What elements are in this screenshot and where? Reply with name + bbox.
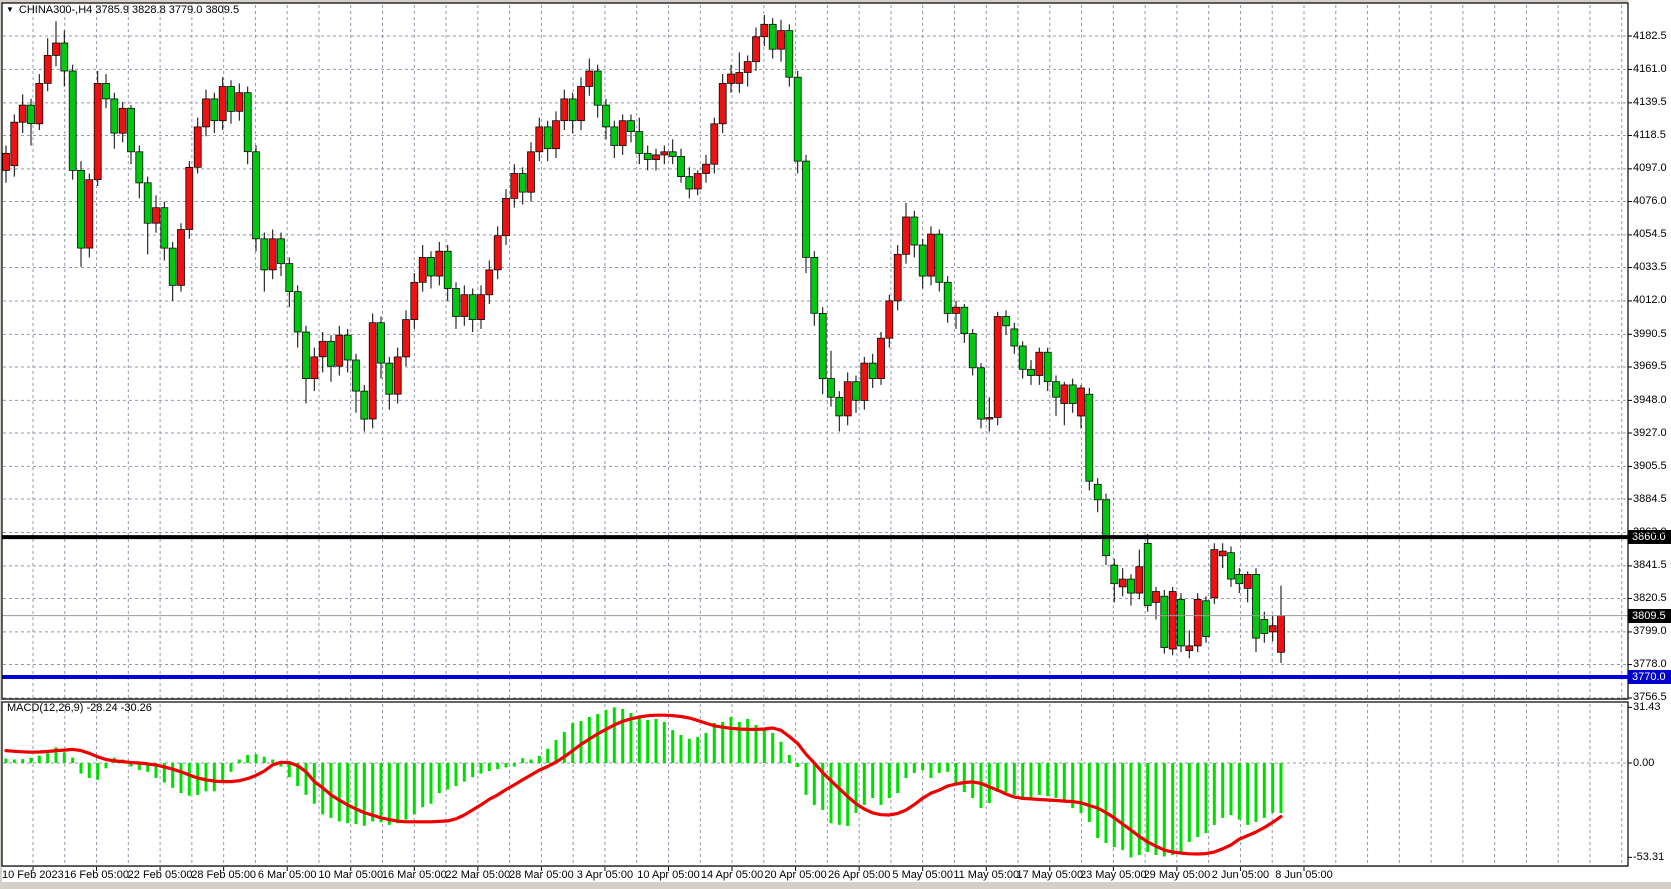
time-tick-label: 10 Feb 2023 — [2, 869, 64, 881]
price-tick-label: 3969.5 — [1633, 360, 1667, 373]
macd-tick-label: 31.43 — [1633, 700, 1661, 713]
time-tick-label: 28 Feb 05:00 — [191, 869, 257, 881]
macd-signal-line — [4, 713, 1283, 856]
time-tick-label: 2 Jun 05:00 — [1211, 869, 1270, 881]
price-tick-label: 4033.5 — [1633, 261, 1667, 274]
time-tick-label: 16 Feb 05:00 — [64, 869, 129, 881]
time-tick-label: 29 May 05:00 — [1143, 869, 1211, 881]
time-tick-label: 14 Apr 05:00 — [700, 869, 764, 881]
price-tick-label: 4139.5 — [1633, 96, 1667, 109]
price-tick-label: 3820.5 — [1633, 592, 1667, 604]
time-tick-label: 8 Jun 05:00 — [1275, 869, 1333, 881]
candles — [2, 15, 1285, 663]
time-tick-label: 23 May 05:00 — [1080, 869, 1147, 881]
time-tick-label: 26 Apr 05:00 — [827, 869, 891, 881]
price-tick-label: 3927.0 — [1633, 426, 1667, 439]
price-tick-label: 3990.5 — [1633, 327, 1667, 340]
time-scale-axis[interactable]: 10 Feb 2023 16 Feb 05:00 22 Feb 05:00 28 Fe… — [0, 866, 1628, 883]
time-tick-label: 10 Mar 05:00 — [318, 869, 384, 881]
price-tick-label: 4182.5 — [1633, 29, 1667, 42]
price-tick-label: 3863.0 — [1633, 525, 1667, 538]
time-tick-label: 20 Apr 05:00 — [764, 869, 827, 881]
price-tick-label: 3905.5 — [1633, 459, 1667, 472]
time-tick-label: 16 Mar 05:00 — [381, 869, 447, 881]
macd-tick-label: 0.00 — [1633, 756, 1655, 769]
price-tick-label: 4076.0 — [1633, 194, 1667, 207]
price-tick-label: 4161.0 — [1633, 62, 1667, 75]
price-tick-label: 4118.5 — [1633, 128, 1666, 141]
price-scale-axis[interactable]: 3860.0 3809.5 3770.0 4182.5 4161.0 4139.5 4… — [1628, 0, 1671, 882]
time-tick-label: 3 Apr 05:00 — [576, 869, 634, 881]
chart-title[interactable]: ▼ CHINA300-,H4 3785.9 3828.8 3779.0 3809.… — [6, 4, 239, 16]
time-tick-label: 6 Mar 05:00 — [257, 869, 317, 881]
time-tick-label: 22 Mar 05:00 — [445, 869, 511, 881]
time-tick-label: 22 Feb 05:00 — [127, 869, 193, 881]
axis-tick-marks — [32, 35, 1632, 871]
price-tick-label: 3948.0 — [1633, 393, 1667, 406]
price-tick-label: 3778.0 — [1633, 658, 1667, 671]
price-tick-label: 3884.5 — [1633, 492, 1667, 505]
price-tick-label: 3799.0 — [1633, 625, 1667, 638]
time-tick-label: 28 Mar 05:00 — [508, 869, 574, 881]
price-tick-label: 3841.5 — [1633, 559, 1667, 572]
time-tick-label: 17 May 05:00 — [1016, 869, 1084, 881]
time-tick-label: 5 May 05:00 — [892, 869, 953, 881]
price-tick-label: 4097.0 — [1633, 162, 1667, 175]
macd-histogram — [4, 707, 1283, 858]
macd-indicator-label: MACD(12,26,9) -28.24 -30.26 — [7, 702, 152, 714]
bid-price-badge: 3809.5 — [1628, 609, 1671, 623]
price-level-badge-3770: 3770.0 — [1628, 670, 1671, 684]
macd-tick-label: -53.31 — [1633, 850, 1665, 863]
price-tick-label: 3756.5 — [1633, 691, 1667, 704]
pane-borders — [1, 2, 1629, 867]
symbol-dropdown-icon[interactable]: ▼ — [6, 5, 14, 14]
time-tick-label: 11 May 05:00 — [953, 869, 1020, 881]
price-level-badge-3860: 3860.0 — [1628, 530, 1671, 544]
chart-title-text: CHINA300-,H4 3785.9 3828.8 3779.0 3809.5 — [18, 4, 240, 16]
price-tick-label: 4012.0 — [1633, 294, 1667, 307]
price-tick-label: 4054.5 — [1633, 228, 1667, 241]
time-tick-label: 10 Apr 05:00 — [637, 869, 700, 881]
